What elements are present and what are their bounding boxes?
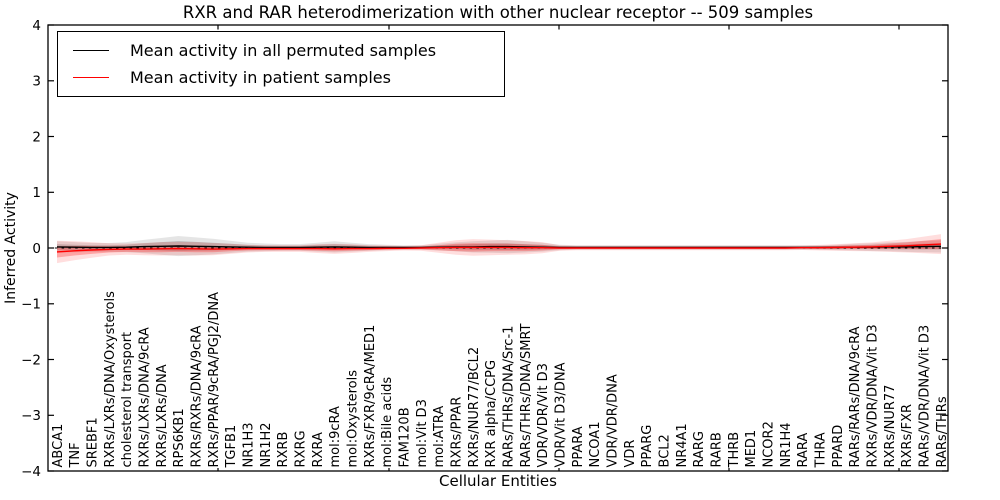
- x-tick-label: NR1H2: [259, 422, 274, 467]
- y-tick-label: 3: [32, 74, 41, 90]
- x-tick-label: mol:Bile acids: [380, 377, 395, 468]
- legend-item-permuted: Mean activity in all permuted samples: [58, 41, 504, 60]
- x-tick-label: SREBF1: [86, 417, 101, 467]
- x-tick-label: RARA: [796, 433, 811, 468]
- y-tick-label: −3: [21, 408, 41, 424]
- x-tick-label: THRB: [727, 432, 742, 469]
- legend: Mean activity in all permuted samples Me…: [57, 31, 505, 97]
- x-tick-label: RXRs/LXRs/DNA/Oxysterols: [103, 291, 118, 468]
- x-tick-label: NR4A1: [675, 423, 690, 467]
- x-tick-label: RARB: [710, 432, 725, 467]
- legend-line-sample-red: [73, 77, 109, 78]
- x-axis-label: Cellular Entities: [439, 472, 557, 490]
- x-tick-label: THRA: [814, 432, 829, 468]
- x-tick-label: PPARG: [640, 425, 655, 468]
- y-axis-label: Inferred Activity: [3, 192, 19, 304]
- x-tick-label: mol:Oxysterols: [346, 370, 361, 468]
- x-tick-label: PPARA: [571, 426, 586, 467]
- x-tick-label: VDR/VDR/DNA: [606, 374, 621, 467]
- x-tick-label: NR1H4: [779, 422, 794, 467]
- x-tick-label: VDR: [623, 440, 638, 468]
- x-tick-label: PPARD: [831, 425, 846, 468]
- x-tick-label: VDR/Vit D3/DNA: [554, 362, 569, 467]
- x-tick-label: RXR alpha/CCPG: [484, 360, 499, 468]
- x-tick-label: RXRs/RXRs/DNA/9cRA: [190, 325, 205, 467]
- y-tick-label: 1: [32, 185, 41, 201]
- x-tick-label: NCOR2: [762, 421, 777, 467]
- x-tick-label: mol:ATRA: [432, 406, 447, 468]
- x-tick-label: RXRs/FXR/9cRA/MED1: [363, 325, 378, 468]
- x-tick-label: RARs/VDR/DNA/Vit D3: [918, 325, 933, 468]
- x-tick-label: ABCA1: [51, 424, 66, 468]
- y-tick-label: 4: [32, 18, 41, 34]
- x-tick-label: RXRs/PPAR: [450, 397, 465, 468]
- x-tick-label: TNF: [68, 442, 83, 468]
- x-tick-label: RARs/THRs/DNA/SMRT: [519, 323, 534, 467]
- x-tick-label: NCOA1: [588, 422, 603, 468]
- x-tick-label: mol:9cRA: [328, 406, 343, 468]
- x-tick-label: RARs/THRs/DNA/Src-1: [502, 326, 517, 468]
- x-tick-label: MED1: [744, 430, 759, 468]
- series-line-patient: [56, 243, 942, 253]
- x-tick-label: RXRB: [276, 432, 291, 468]
- x-tick-label: RXRs/PPAR/9cRA/PGJ2/DNA: [207, 292, 222, 468]
- x-tick-label: RXRs/VDR/DNA/Vit D3: [866, 324, 881, 467]
- x-tick-label: RARs/RARs/DNA/9cRA: [848, 326, 863, 467]
- x-tick-label: RXRs/FXR: [900, 404, 915, 468]
- x-tick-label: RXRA: [311, 432, 326, 467]
- legend-item-patient: Mean activity in patient samples: [58, 68, 504, 87]
- x-tick-label: RPS6KB1: [172, 408, 187, 467]
- legend-line-sample-black: [73, 50, 109, 51]
- y-tick-label: −2: [21, 352, 41, 368]
- x-tick-label: RXRs/NUR77: [883, 385, 898, 468]
- legend-label-patient: Mean activity in patient samples: [130, 68, 391, 87]
- x-tick-label: mol:Vit D3: [415, 399, 430, 467]
- x-tick-label: RXRs/LXRs/DNA/9cRA: [138, 327, 153, 467]
- x-tick-label: BCL2: [658, 434, 673, 467]
- y-tick-label: −1: [21, 297, 41, 313]
- x-tick-label: FAM120B: [398, 407, 413, 467]
- x-tick-label: VDR/VDR/Vit D3: [536, 363, 551, 467]
- chart-title: RXR and RAR heterodimerization with othe…: [182, 3, 814, 22]
- x-tick-label: NR1H3: [242, 422, 257, 467]
- x-tick-label: RARG: [692, 431, 707, 468]
- y-tick-label: 2: [32, 129, 41, 145]
- x-tick-label: RXRG: [294, 430, 309, 467]
- x-tick-label: TGFB1: [224, 425, 239, 469]
- y-tick-label: 0: [32, 241, 41, 257]
- x-tick-label: RXRs/LXRs/DNA: [155, 364, 170, 467]
- x-tick-label: RARs/THRs: [935, 396, 950, 467]
- legend-label-permuted: Mean activity in all permuted samples: [130, 41, 437, 60]
- x-tick-label: RXRs/NUR77/BCL2: [467, 347, 482, 468]
- y-tick-label: −4: [21, 464, 41, 480]
- confidence-band: [57, 234, 941, 264]
- x-tick-label: cholesterol transport: [120, 332, 135, 468]
